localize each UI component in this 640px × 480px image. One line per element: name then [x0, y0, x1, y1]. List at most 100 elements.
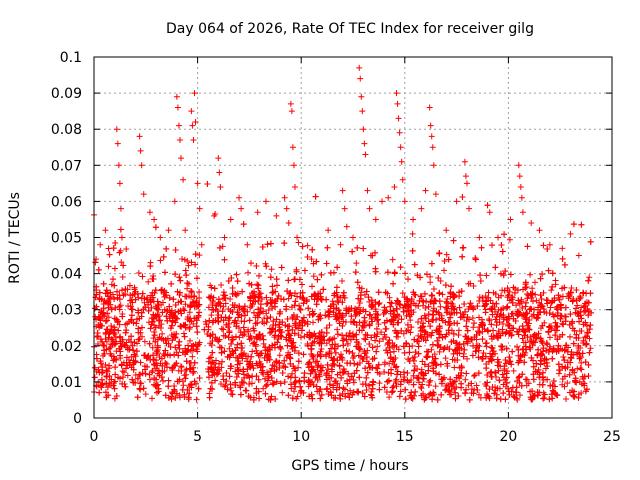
data-point: [505, 388, 512, 395]
data-point: [102, 290, 109, 297]
data-point: [165, 227, 172, 234]
data-point: [111, 356, 118, 363]
data-point: [441, 345, 448, 352]
data-point: [476, 329, 483, 336]
data-point: [570, 297, 577, 304]
data-point: [550, 345, 557, 352]
data-point: [477, 272, 484, 279]
data-point: [463, 323, 470, 330]
data-point: [289, 314, 296, 321]
data-point: [348, 373, 355, 380]
data-point: [277, 332, 284, 339]
data-point: [374, 343, 381, 350]
data-point: [561, 373, 568, 380]
data-point: [394, 311, 401, 318]
data-point: [238, 391, 245, 398]
data-point: [492, 291, 499, 298]
data-point: [254, 281, 261, 288]
data-point: [566, 292, 573, 299]
data-point: [575, 252, 582, 259]
data-point: [213, 336, 220, 343]
data-point: [530, 311, 537, 318]
data-point: [379, 198, 386, 205]
data-point: [219, 243, 226, 250]
data-point: [533, 360, 540, 367]
data-point: [509, 348, 516, 355]
data-point: [476, 314, 483, 321]
data-point: [209, 386, 216, 393]
data-point: [366, 312, 373, 319]
data-point: [165, 394, 172, 401]
data-point: [409, 247, 416, 254]
data-point: [157, 234, 164, 241]
data-point: [466, 396, 473, 403]
data-point: [418, 385, 425, 392]
data-point: [108, 306, 115, 313]
data-point: [368, 302, 375, 309]
data-point: [232, 317, 239, 324]
data-point: [290, 363, 297, 370]
data-point: [193, 298, 200, 305]
data-point: [408, 307, 415, 314]
data-point: [157, 257, 164, 264]
data-point: [381, 384, 388, 391]
data-point: [326, 381, 333, 388]
data-point: [390, 383, 397, 390]
data-point: [269, 289, 276, 296]
data-point: [559, 363, 566, 370]
data-point: [439, 376, 446, 383]
data-point: [456, 293, 463, 300]
data-point: [234, 309, 241, 316]
data-point: [271, 367, 278, 374]
data-point: [192, 251, 199, 258]
data-point: [142, 391, 149, 398]
data-point: [176, 345, 183, 352]
data-point: [127, 292, 134, 299]
data-point: [350, 234, 356, 241]
data-point: [182, 375, 189, 382]
data-point: [507, 216, 514, 223]
data-point: [111, 385, 118, 392]
data-point: [177, 394, 184, 401]
data-point: [578, 328, 585, 335]
data-point: [369, 385, 376, 392]
data-point: [430, 368, 437, 375]
data-point: [97, 358, 104, 365]
data-point: [266, 356, 273, 363]
data-point: [555, 292, 562, 299]
data-point: [254, 314, 261, 321]
data-point: [314, 358, 321, 365]
data-point: [173, 93, 180, 100]
data-point: [247, 358, 254, 365]
data-point: [490, 327, 497, 334]
data-point: [106, 251, 113, 258]
data-point: [245, 326, 252, 333]
data-point: [480, 349, 487, 356]
data-point: [390, 307, 397, 314]
data-point: [293, 316, 300, 323]
data-point: [291, 183, 298, 190]
data-point: [375, 301, 382, 308]
data-point: [446, 388, 453, 395]
data-point: [138, 324, 145, 331]
data-point: [102, 361, 109, 368]
data-point: [154, 389, 161, 396]
data-point: [469, 315, 476, 322]
data-point: [309, 352, 316, 359]
data-point: [290, 162, 297, 169]
data-point: [442, 333, 449, 340]
data-point: [316, 388, 323, 395]
data-point: [532, 368, 539, 375]
data-point: [265, 307, 272, 314]
data-point: [315, 362, 322, 369]
data-point: [559, 381, 566, 388]
data-point: [132, 296, 139, 303]
data-point: [450, 237, 457, 244]
data-point: [134, 340, 141, 347]
data-point: [131, 286, 138, 293]
data-point: [396, 301, 403, 308]
data-point: [155, 385, 162, 392]
data-point: [294, 393, 301, 400]
data-point: [137, 359, 144, 366]
data-point: [208, 293, 215, 300]
